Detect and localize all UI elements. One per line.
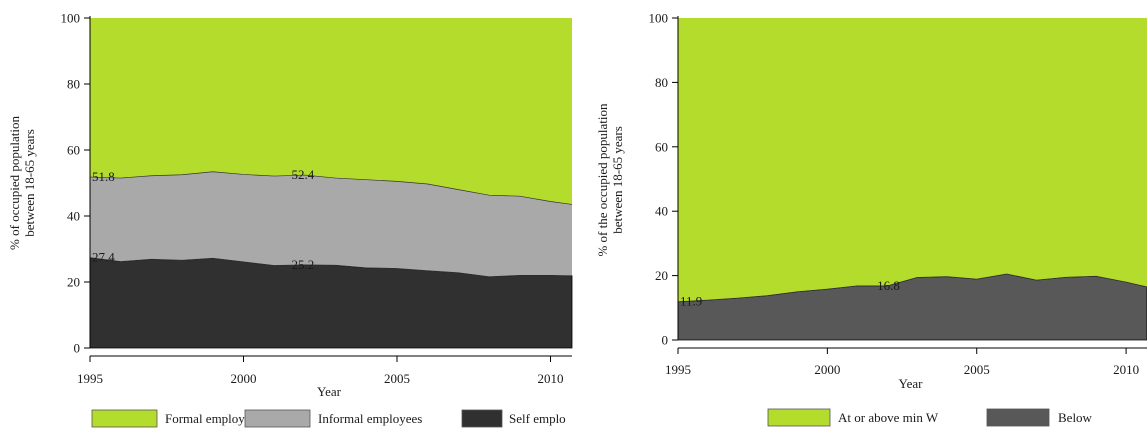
y-tick-label: 0 [662, 333, 669, 348]
legend-label: At or above min W [838, 410, 939, 425]
data-label: 51.8 [92, 169, 115, 184]
x-tick-label: 2000 [814, 362, 840, 377]
chart-panel-2: 0 20 40 60 80 100 1995 2000 2005 2010 Year % of the… [595, 11, 1147, 427]
y-tick-label: 40 [67, 209, 80, 224]
x-tick-label: 2005 [964, 362, 990, 377]
x-tick-label: 2005 [384, 371, 410, 386]
data-label: 11.9 [680, 294, 702, 309]
x-tick-label: 1995 [77, 371, 103, 386]
legend-label: Self emplo [509, 411, 566, 426]
legend-label: Formal employees [165, 411, 261, 426]
x-tick-label: 2000 [231, 371, 257, 386]
legend-swatch [461, 409, 503, 428]
y-tick-label: 60 [655, 139, 668, 154]
legend-label: Below [1058, 410, 1093, 425]
x-tick-label: 1995 [665, 362, 691, 377]
y-tick-label: 60 [67, 143, 80, 158]
data-label: 27.4 [92, 250, 115, 265]
y-tick-label: 100 [61, 11, 81, 26]
chart-panel-1: 0 20 40 60 80 100 1995 2000 2005 2010 Year % of occ… [7, 11, 573, 428]
legend-swatch [986, 408, 1050, 427]
data-label: 16.8 [877, 278, 900, 293]
area-at-or-above-min-w [678, 18, 1147, 302]
legend-label: Informal employees [318, 411, 422, 426]
x-axis-label: Year [317, 384, 342, 399]
x-axis-label: Year [899, 376, 924, 391]
y-tick-label: 100 [649, 11, 669, 26]
y-tick-label: 0 [74, 341, 81, 356]
area-formal-employees [90, 18, 572, 205]
y-tick-label: 80 [67, 77, 80, 92]
y-tick-label: 80 [655, 75, 668, 90]
y-axis-label-line1: % of occupied population [7, 116, 22, 250]
y-tick-label: 40 [655, 204, 668, 219]
data-label: 25.2 [292, 257, 315, 272]
y-axis-label-line1: % of the occupied population [595, 103, 610, 257]
y-tick-label: 20 [67, 275, 80, 290]
y-axis-label-line2: between 18-65 years [610, 126, 625, 234]
series-boundary [89, 171, 573, 205]
legend-swatch [767, 408, 831, 427]
legend-swatch [91, 409, 158, 428]
legend-swatch [244, 409, 311, 428]
series-boundary [677, 273, 1147, 303]
x-tick-label: 2010 [538, 371, 564, 386]
area-informal-employees [90, 171, 572, 277]
y-tick-label: 20 [655, 268, 668, 283]
data-label: 52.4 [292, 167, 315, 182]
series-boundary [89, 257, 573, 278]
y-axis-label-line2: between 18-65 years [22, 129, 37, 237]
x-tick-label: 2010 [1113, 362, 1139, 377]
